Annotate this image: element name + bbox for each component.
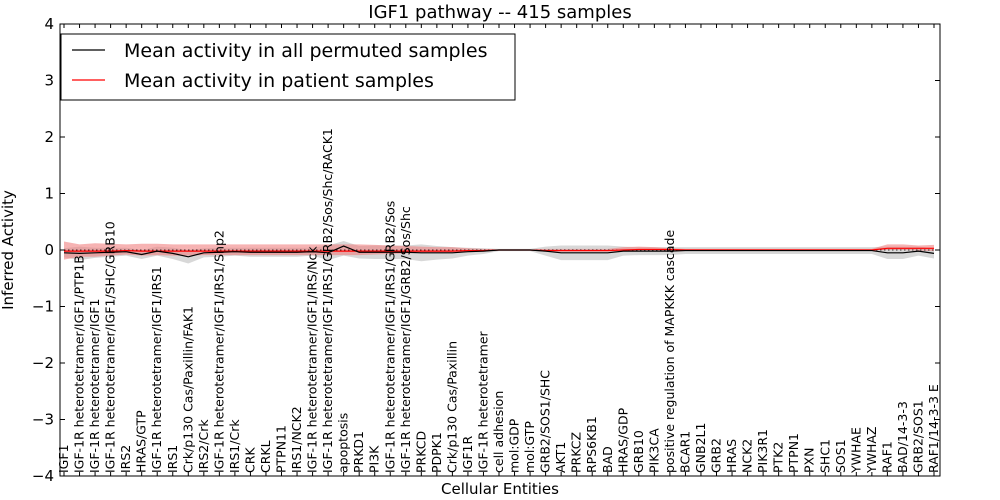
x-category-label: BAD [600,446,615,473]
x-category-label: BAD/14-3-3 [895,401,910,473]
x-category-label: IGF-1R heterotetramer/IGF1/SHC/GRB10 [103,221,118,473]
chart-title: IGF1 pathway -- 415 samples [368,2,631,23]
x-axis-ticks [63,24,935,476]
x-category-label: CRKL [258,440,273,473]
x-category-label: cell adhesion [491,391,506,473]
x-category-label: BCAR1 [677,431,692,473]
y-tick-label: 1 [44,185,54,203]
x-category-label: PRKCZ [569,432,584,473]
x-category-label: IRS1/Crk [227,419,242,473]
x-category-label: RPS6KB1 [584,416,599,473]
y-axis-title: Inferred Activity [0,190,17,310]
x-category-label: IGF1 [56,444,71,473]
category-labels: IGF1 IGF-1R heterotetramer/IGF1/PTP1B IGF-… [56,128,941,474]
y-tick-label: 0 [44,241,54,259]
x-category-label: positive regulation of MAPKKK cascade [662,230,677,473]
x-category-label: IGF-1R heterotetramer/IGF1/GRB2/Sos/Shc [398,206,413,473]
x-category-label: GRB2 [709,438,724,473]
x-category-label: PRKCD [413,431,428,473]
y-tick-label: −4 [32,467,54,485]
series-lines [63,245,935,258]
y-tick-label: 4 [44,15,54,33]
x-category-label: IRS1 [165,445,180,473]
x-category-label: SOS1 [833,439,848,473]
x-category-label: Crk/p130 Cas/Paxillin/FAK1 [180,306,195,473]
x-category-label: GRB10 [631,430,646,473]
legend: Mean activity in all permuted samples Me… [60,33,516,101]
x-category-label: mol:GDP [507,418,522,473]
x-category-label: NCK2 [740,439,755,473]
x-category-label: GRB2/SOS1 [910,400,925,473]
band-patient [64,241,934,260]
x-category-label: IRS1/NCK2 [289,406,304,473]
x-category-label: HRAS/GDP [615,407,630,473]
x-category-label: HRAS/GTP [134,410,149,473]
plot-frame [59,23,941,477]
x-category-label: RAF1 [879,441,894,473]
x-category-label: PXN [802,448,817,473]
x-category-label: AKT1 [553,442,568,473]
legend-label-permuted: Mean activity in all permuted samples [124,40,487,62]
x-category-label: PIK3CA [646,428,661,473]
x-category-label: IGF-1R heterotetramer/IGF1/IRS/Nck [305,246,320,473]
x-category-label: SHC1 [817,439,832,473]
x-category-label: PIK3R1 [755,429,770,473]
x-axis-title: Cellular Entities [441,480,559,498]
x-category-label: PI3K [367,445,382,473]
x-category-label: PTPN11 [274,425,289,473]
x-category-label: PRKD1 [351,431,366,473]
x-category-label: mol:GTP [522,421,537,473]
legend-label-patient: Mean activity in patient samples [124,70,434,92]
x-category-label: GRB2/SOS1/SHC [538,370,553,473]
y-tick-label: 2 [44,128,54,146]
x-category-label: IGF-1R heterotetramer/IGF1/IRS1/GRB2/Sos… [320,128,335,473]
x-category-label: PTPN1 [786,433,801,473]
y-tick-label: −2 [32,354,54,372]
series-line-permuted [63,245,935,258]
x-category-label: IGF1R [460,435,475,473]
y-tick-label: −1 [32,298,54,316]
x-category-label: IGF-1R heterotetramer [475,330,490,473]
x-category-label: IRS2/Crk [196,419,211,473]
y-tick-label: −3 [32,411,54,429]
x-category-label: Crk/p130 Cas/Paxillin [444,341,459,473]
x-category-label: IRS2 [118,445,133,473]
x-category-label: YWHAE [848,427,863,474]
y-tick-label: 3 [44,72,54,90]
x-category-label: CRK [242,447,257,473]
x-category-label: RAF1/14-3-3 E [926,384,941,473]
x-category-label: IGF-1R heterotetramer/IGF1/PTP1B [72,255,87,473]
x-category-label: IGF-1R heterotetramer/IGF1/IRS1/Shp2 [211,230,226,473]
y-axis-ticks: −4 −3 −2 −1 0 1 2 3 4 [32,15,940,485]
legend-box [60,33,516,101]
x-category-label: YWHAZ [864,426,879,474]
x-category-label: PTK2 [771,442,786,473]
x-category-label: apoptosis [336,413,351,473]
x-category-label: GNB2L1 [693,423,708,473]
x-category-label: IGF-1R heterotetramer/IGF1/IRS1/GRB2/Sos [382,201,397,473]
x-category-label: IGF-1R heterotetramer/IGF1 [87,299,102,473]
x-category-label: PDPK1 [429,432,444,473]
x-category-label: IGF-1R heterotetramer/IGF1/IRS1 [149,266,164,473]
x-category-label: HRAS [724,439,739,473]
